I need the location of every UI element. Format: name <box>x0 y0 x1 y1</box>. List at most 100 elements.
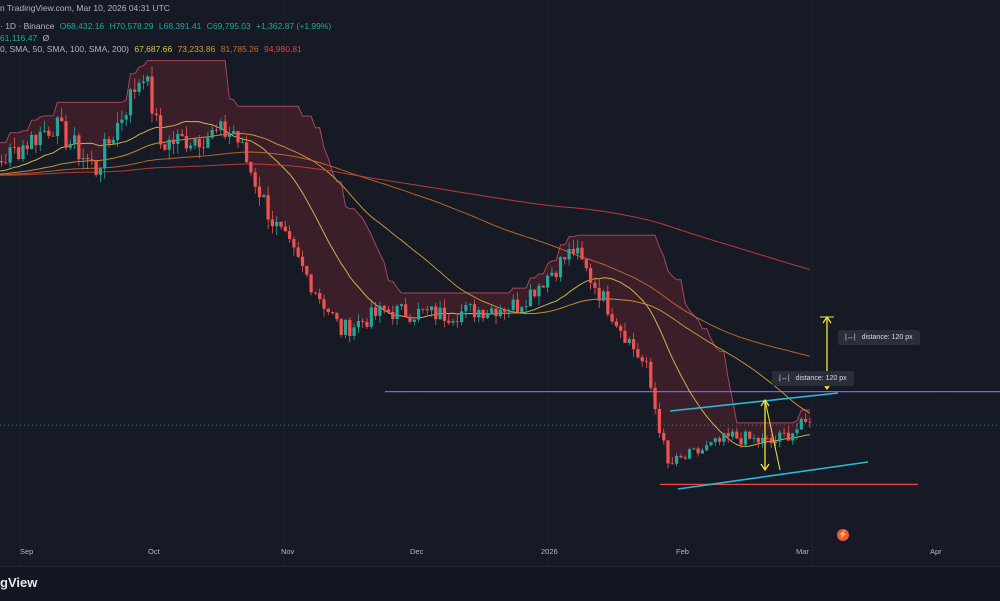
lightning-icon[interactable]: ⚡ <box>837 529 849 541</box>
candle-body <box>219 121 222 130</box>
candle-body <box>245 142 248 162</box>
candle-body <box>279 222 282 227</box>
candle-body <box>60 117 63 121</box>
candle-body <box>589 268 592 283</box>
candle-body <box>421 309 424 310</box>
candle-body <box>641 357 644 361</box>
candle-body <box>73 135 76 143</box>
candle-body <box>555 273 558 277</box>
x-tick-label: Mar <box>796 547 809 556</box>
candle-body <box>310 275 313 293</box>
candle-body <box>17 147 20 159</box>
candle-body <box>271 219 274 226</box>
candle-body <box>43 131 46 132</box>
header-source: n TradingView.com, Mar 10, 2026 04:31 UT… <box>0 3 170 13</box>
candle-body <box>129 89 132 115</box>
price-chart[interactable] <box>0 0 1000 566</box>
candle-body <box>318 293 321 299</box>
candle-body <box>580 248 583 260</box>
candle-body <box>701 450 704 453</box>
candle-body <box>374 307 377 315</box>
candle-body <box>611 314 614 321</box>
candle-body <box>116 123 119 140</box>
candle-body <box>314 292 317 293</box>
candle-body <box>185 136 188 148</box>
candle-body <box>64 121 67 147</box>
candle-body <box>288 231 291 239</box>
measure-label-1[interactable]: |↔| distance: 120 px <box>838 330 920 345</box>
candle-body <box>740 438 743 444</box>
candle-body <box>615 321 618 326</box>
candle-body <box>507 310 510 312</box>
candle-body <box>688 449 691 458</box>
candle-body <box>697 448 700 453</box>
x-tick-label: Dec <box>410 547 423 556</box>
ohlc-low: L68,391.41 <box>159 21 202 31</box>
ohlc-close: C69,795.03 <box>207 21 251 31</box>
candle-body <box>4 162 7 163</box>
candle-body <box>193 139 196 146</box>
candle-body <box>267 195 270 219</box>
candle-body <box>787 433 790 441</box>
x-tick-label: Nov <box>281 547 294 556</box>
candle-body <box>512 300 515 310</box>
tradingview-logo: gView <box>0 575 37 590</box>
ohlc-high: H70,578.29 <box>110 21 154 31</box>
candle-body <box>30 135 33 149</box>
candle-body <box>494 308 497 316</box>
candle-body <box>722 433 725 442</box>
candle-body <box>636 349 639 357</box>
candle-body <box>408 317 411 322</box>
candle-body <box>563 257 566 259</box>
candle-body <box>241 142 244 143</box>
candle-body <box>748 432 751 439</box>
candle-body <box>215 130 218 131</box>
candle-body <box>705 445 708 450</box>
candle-body <box>120 120 123 123</box>
candle-body <box>176 134 179 144</box>
candle-body <box>9 147 12 162</box>
candle-body <box>292 239 295 247</box>
candle-body <box>206 138 209 148</box>
candle-body <box>503 310 506 312</box>
candle-body <box>254 172 257 186</box>
candle-body <box>133 89 136 91</box>
candle-body <box>744 432 747 445</box>
candle-body <box>778 433 781 442</box>
candle-body <box>606 291 609 314</box>
candle-body <box>473 304 476 317</box>
candle-body <box>783 433 786 434</box>
candle-body <box>47 131 50 136</box>
candle-body <box>675 456 678 464</box>
candle-body <box>598 288 601 301</box>
candle-body <box>86 158 89 159</box>
sma-200-line <box>0 164 810 270</box>
candle-body <box>322 299 325 309</box>
indicator-flag: Ø <box>43 33 50 43</box>
candle-body <box>735 432 738 439</box>
measure-icon: |↔| <box>779 375 790 382</box>
candle-body <box>430 306 433 310</box>
header-indicator-line: 61,116.47 Ø <box>0 33 52 43</box>
candle-body <box>654 388 657 409</box>
candle-body <box>516 300 519 312</box>
candle-body <box>413 320 416 322</box>
candle-body <box>155 114 158 115</box>
candle-body <box>482 310 485 318</box>
candle-body <box>39 132 42 145</box>
candle-body <box>26 145 29 149</box>
candle-body <box>619 326 622 331</box>
candle-body <box>684 457 687 458</box>
candle-body <box>224 121 227 137</box>
sma-value-3: 81,785.26 <box>221 44 259 54</box>
candle-body <box>542 286 545 288</box>
measure-label-2[interactable]: |↔| distance: 120 px <box>772 371 854 386</box>
candle-body <box>752 438 755 439</box>
candle-body <box>0 161 3 162</box>
candle-body <box>34 135 37 145</box>
candle-body <box>396 306 399 319</box>
candle-body <box>142 81 145 82</box>
candle-body <box>258 187 261 198</box>
candle-body <box>82 158 85 159</box>
